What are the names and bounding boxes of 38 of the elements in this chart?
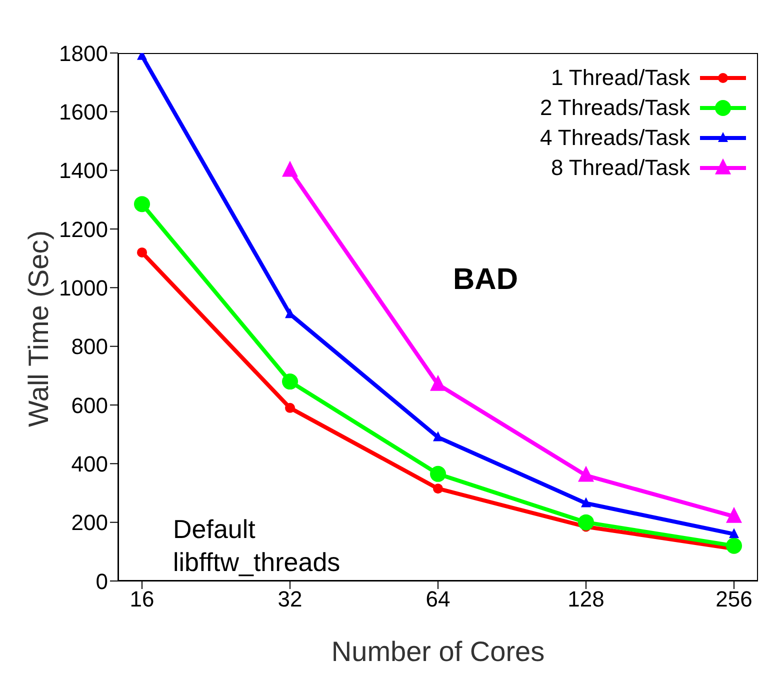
point xyxy=(578,466,594,482)
x-tick-label: 64 xyxy=(426,586,450,612)
legend-label: 8 Thread/Task xyxy=(550,154,690,182)
y-tick-label: 800 xyxy=(71,334,108,360)
y-tick-label: 400 xyxy=(71,451,108,476)
x-tick-label: 32 xyxy=(278,586,302,612)
y-tick-label: 200 xyxy=(71,510,108,536)
annotation: Default libfftw_threads xyxy=(173,513,342,579)
point xyxy=(726,538,742,554)
point xyxy=(285,402,295,413)
y-tick-label: 1000 xyxy=(59,275,108,300)
x-axis-title: Number of Cores xyxy=(331,636,545,667)
y-tick-label: 1400 xyxy=(59,158,108,184)
legend-label: 1 Thread/Task xyxy=(550,64,690,92)
legend-label: 2 Threads/Task xyxy=(540,94,690,122)
point xyxy=(430,374,446,391)
y-tick-label: 0 xyxy=(96,568,108,594)
point xyxy=(137,247,147,258)
point xyxy=(729,528,739,538)
y-tick-label: 1800 xyxy=(59,40,108,66)
annotation: BAD xyxy=(453,263,518,297)
x-tick-label: 256 xyxy=(716,586,752,612)
x-tick-label: 128 xyxy=(568,586,604,612)
point xyxy=(578,514,594,530)
y-tick-label: 600 xyxy=(71,392,108,418)
point xyxy=(581,497,591,508)
point xyxy=(282,374,298,390)
x-tick-label: 16 xyxy=(130,586,154,612)
y-tick-label: 1200 xyxy=(59,216,108,242)
point xyxy=(433,484,443,494)
point xyxy=(285,308,295,318)
point xyxy=(134,196,150,212)
y-axis-title: Wall Time (Sec) xyxy=(22,230,54,427)
point xyxy=(430,466,446,482)
point xyxy=(433,431,443,442)
point xyxy=(726,506,742,523)
y-tick-label: 1600 xyxy=(59,99,108,124)
legend-label: 4 Threads/Task xyxy=(540,124,690,152)
